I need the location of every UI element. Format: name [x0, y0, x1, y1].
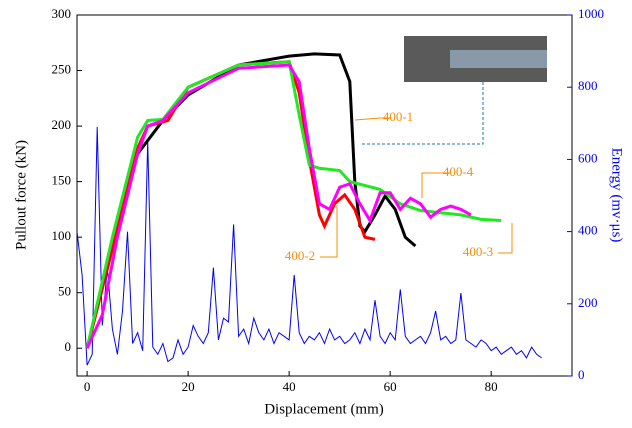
force-line [85, 63, 472, 349]
y-tick-label: 50 [58, 284, 71, 299]
annotation-leader [498, 223, 513, 254]
y2-tick-label: 400 [578, 223, 598, 238]
annotation: 400-1 [383, 109, 413, 124]
y2-tick-label: 0 [578, 367, 585, 382]
y2-tick-label: 200 [578, 295, 598, 310]
annotation-leader [421, 172, 450, 198]
annotation-leader [354, 117, 390, 121]
y-axis-label: Pullout force (kN) [13, 140, 29, 250]
x-tick-label: 60 [384, 379, 397, 394]
y2-tick-label: 800 [578, 78, 598, 93]
x-axis-label: Displacement (mm) [264, 401, 384, 417]
annotation: 400-2 [285, 248, 315, 263]
annotation: 400-4 [443, 164, 474, 179]
x-tick-label: 20 [182, 379, 195, 394]
y-tick-label: 300 [52, 6, 72, 21]
y2-axis-label: Energy (mv·μs) [609, 148, 625, 243]
y2-tick-label: 1000 [578, 6, 604, 21]
y-tick-label: 150 [52, 173, 72, 188]
x-tick-label: 80 [485, 379, 498, 394]
plot-frame [76, 14, 573, 377]
y-tick-label: 100 [52, 228, 72, 243]
force-line [85, 52, 417, 349]
x-tick-label: 0 [84, 379, 91, 394]
annotation: 400-3 [463, 244, 493, 259]
inset-photo-detail [450, 50, 547, 68]
y2-tick-label: 600 [578, 150, 598, 165]
inset-leader [362, 82, 484, 145]
y-tick-label: 200 [52, 117, 72, 132]
energy-line [76, 126, 542, 366]
y-tick-label: 0 [65, 339, 72, 354]
x-tick-label: 40 [283, 379, 296, 394]
annotation-leader [320, 205, 338, 258]
y-tick-label: 250 [52, 62, 72, 77]
